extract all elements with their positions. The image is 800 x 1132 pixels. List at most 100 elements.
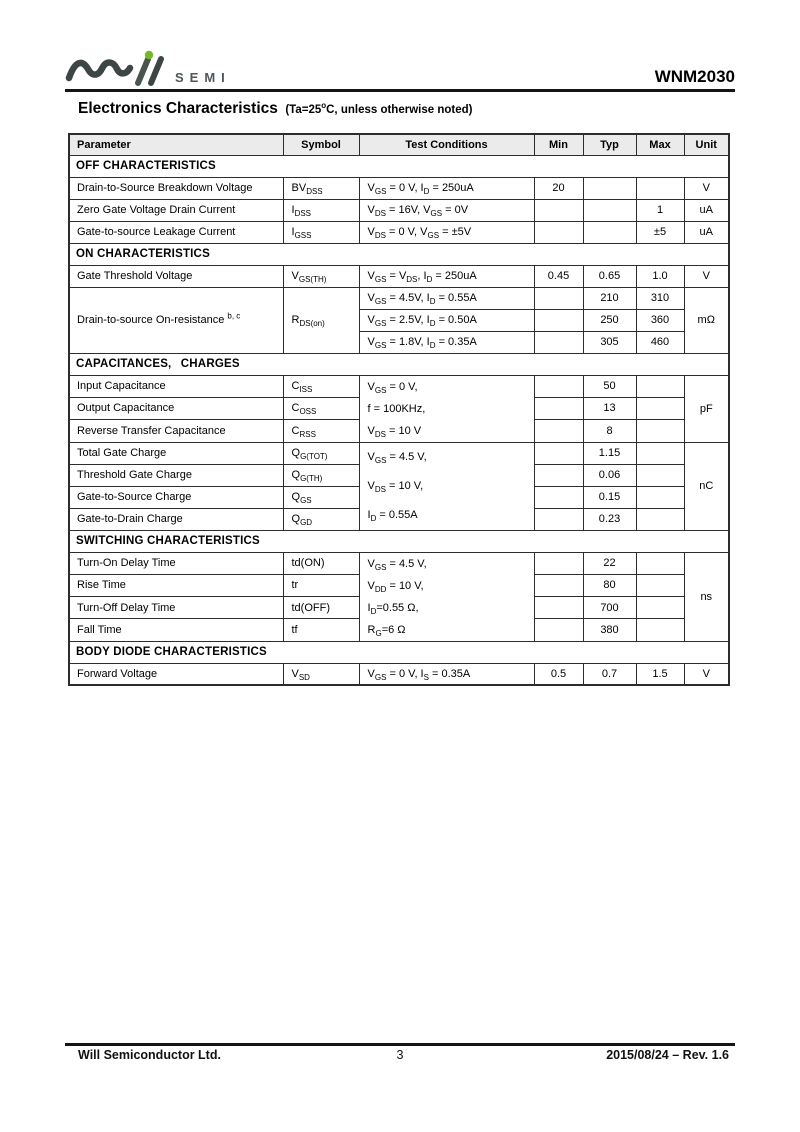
part-number: WNM2030 <box>654 67 735 86</box>
cell-param: Total Gate Charge <box>68 441 284 465</box>
cell-param: Zero Gate Voltage Drain Current <box>68 198 284 222</box>
cell-typ: 50 <box>582 374 637 398</box>
will-semi-logo: SEMI <box>65 50 231 88</box>
cell-min <box>533 507 584 531</box>
cell-typ: 700 <box>582 595 637 620</box>
cell-typ: 0.7 <box>582 662 637 686</box>
cell-min <box>533 374 584 398</box>
col-test-conditions: Test Conditions <box>358 133 535 156</box>
cell-param: Reverse Transfer Capacitance <box>68 419 284 443</box>
section-row-capacitances: CAPACITANCES, CHARGES <box>68 352 730 376</box>
table-row: Input Capacitance CISS VGS = 0 V, f = 10… <box>68 374 730 443</box>
cell-typ: 0.23 <box>582 507 637 531</box>
table-row: Gate-to-Drain Charge QGD 0.23 <box>68 507 729 531</box>
cell-min <box>533 551 584 575</box>
cell-unit: uA <box>683 198 730 222</box>
header-divider <box>65 89 735 92</box>
cell-min <box>533 618 584 642</box>
cell-symbol: td(OFF) <box>282 595 360 620</box>
cell-param: Input Capacitance <box>68 374 284 398</box>
cell-symbol: QGD <box>282 507 360 531</box>
cell-unit: nC <box>683 441 730 531</box>
cell-typ: 210 <box>582 286 637 310</box>
title-main: Electronics Characteristics <box>78 100 278 117</box>
cell-typ <box>582 198 637 222</box>
cell-min <box>533 330 584 354</box>
section-title-capacitances: CAPACITANCES, CHARGES <box>68 352 730 376</box>
col-min: Min <box>533 133 584 156</box>
cell-symbol: QGS <box>282 485 360 509</box>
table-row: VGS = 1.8V, ID = 0.35A 305 460 <box>69 330 729 354</box>
table-row: Turn-Off Delay Time td(OFF) 700 <box>68 595 729 620</box>
cell-typ: 380 <box>582 618 637 642</box>
cell-symbol: tr <box>282 573 360 598</box>
cell-cond: VGS = 4.5 V, VDD = 10 V, ID=0.55 Ω, RG=6… <box>358 551 535 642</box>
cell-unit: uA <box>683 220 730 244</box>
cell-param: Output Capacitance <box>68 396 284 421</box>
footer-divider <box>65 1043 735 1046</box>
cell-cond: VGS = 0 V, IS = 0.35A <box>358 662 535 686</box>
footer-revision: 2015/08/24 – Rev. 1.6 <box>606 1048 729 1062</box>
cell-max <box>635 396 685 421</box>
cell-typ: 250 <box>582 308 637 332</box>
section-row-body-diode: BODY DIODE CHARACTERISTICS <box>68 640 730 664</box>
table-row: Reverse Transfer Capacitance CRSS 8 <box>68 419 729 443</box>
cell-symbol: QG(TH) <box>282 463 360 487</box>
cell-max <box>635 176 685 200</box>
cell-symbol: RDS(on) <box>282 286 360 354</box>
footer-company: Will Semiconductor Ltd. <box>78 1048 221 1062</box>
cell-min <box>533 595 584 620</box>
cell-min: 20 <box>533 176 584 200</box>
electrical-characteristics-table: Parameter Symbol Test Conditions Min Typ… <box>68 133 730 686</box>
table-row: Turn-On Delay Time td(ON) VGS = 4.5 V, V… <box>68 551 730 642</box>
col-symbol: Symbol <box>282 133 360 156</box>
cell-min <box>533 463 584 487</box>
cell-min <box>533 286 584 310</box>
cell-symbol: VGS(TH) <box>282 264 360 288</box>
cell-typ: 22 <box>582 551 637 575</box>
table-row: Zero Gate Voltage Drain Current IDSS VDS… <box>68 198 730 222</box>
cell-symbol: CISS <box>282 374 360 398</box>
col-unit: Unit <box>683 133 730 156</box>
cell-cond: VGS = 0 V, f = 100KHz, VDS = 10 V <box>358 374 535 443</box>
cell-cond: VDS = 0 V, VGS = ±5V <box>358 220 535 244</box>
cell-max <box>635 374 685 398</box>
cell-max: ±5 <box>635 220 685 244</box>
section-title: Electronics Characteristics (Ta=25oC, un… <box>78 100 472 118</box>
cell-unit: V <box>683 176 730 200</box>
cell-max <box>635 419 685 443</box>
cell-param: Fall Time <box>68 618 284 642</box>
brand-semi-label: SEMI <box>175 70 231 85</box>
cell-cond: VGS = VDS, ID = 250uA <box>358 264 535 288</box>
cell-symbol: tf <box>282 618 360 642</box>
cell-param: Turn-Off Delay Time <box>68 595 284 620</box>
page-header: SEMI WNM2030 <box>65 46 735 88</box>
cell-typ: 13 <box>582 396 637 421</box>
cell-min <box>533 220 584 244</box>
section-title-body-diode: BODY DIODE CHARACTERISTICS <box>68 640 730 664</box>
cell-param: Forward Voltage <box>68 662 284 686</box>
col-parameter: Parameter <box>68 133 284 156</box>
table-row: Output Capacitance COSS 13 <box>68 396 729 421</box>
cell-param: Gate-to-source Leakage Current <box>68 220 284 244</box>
table-row: Drain-to-Source Breakdown Voltage BVDSS … <box>68 176 730 200</box>
cell-symbol: BVDSS <box>282 176 360 200</box>
section-title-off: OFF CHARACTERISTICS <box>68 154 730 178</box>
cell-typ: 0.15 <box>582 485 637 509</box>
cell-min <box>533 485 584 509</box>
cell-min <box>533 198 584 222</box>
cell-unit: V <box>683 264 730 288</box>
table-row: Rise Time tr 80 <box>68 573 729 598</box>
cell-max: 1.5 <box>635 662 685 686</box>
footer-page-number: 3 <box>396 1048 404 1062</box>
cell-min: 0.45 <box>533 264 584 288</box>
cell-param: Gate-to-Source Charge <box>68 485 284 509</box>
cell-min <box>533 573 584 598</box>
cell-min <box>533 396 584 421</box>
cell-max <box>635 551 685 575</box>
cell-cond: VGS = 1.8V, ID = 0.35A <box>358 330 535 354</box>
cell-max: 360 <box>635 308 685 332</box>
cell-typ: 1.15 <box>582 441 637 465</box>
page-footer: Will Semiconductor Ltd. 3 2015/08/24 – R… <box>65 1048 735 1066</box>
